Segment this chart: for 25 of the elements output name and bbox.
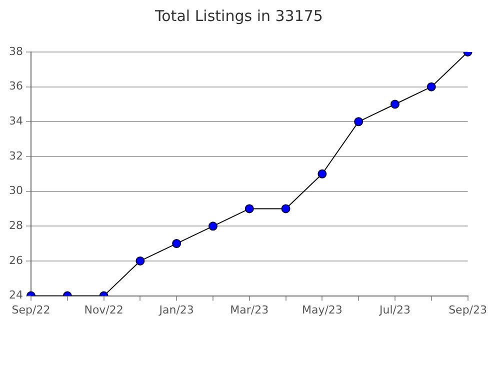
y-tick-label: 36 bbox=[8, 80, 23, 93]
y-tick-label: 38 bbox=[8, 44, 23, 58]
y-tick-label: 34 bbox=[8, 114, 23, 128]
point bbox=[390, 100, 400, 109]
x-tick-label: May/23 bbox=[302, 303, 342, 316]
x-tick-label: Mar/23 bbox=[230, 303, 269, 316]
chart-title: Total Listings in 33175 bbox=[154, 6, 323, 25]
x-tick-label: Nov/22 bbox=[84, 303, 124, 316]
x-tick-label: Jan/23 bbox=[158, 303, 194, 316]
x-tick-label: Sep/22 bbox=[12, 303, 50, 316]
point bbox=[426, 82, 436, 92]
point bbox=[136, 256, 145, 266]
y-tick-label: 24 bbox=[8, 288, 23, 302]
y-tick-label: 32 bbox=[8, 149, 23, 162]
point bbox=[172, 239, 182, 248]
point bbox=[244, 204, 254, 214]
x-tick-label: Jul/23 bbox=[378, 303, 410, 316]
point bbox=[354, 117, 364, 126]
point bbox=[208, 222, 218, 231]
x-tick-label: Sep/23 bbox=[448, 303, 487, 316]
y-tick-label: 26 bbox=[8, 254, 23, 267]
y-tick-label: 30 bbox=[8, 184, 23, 198]
point bbox=[281, 204, 290, 214]
point bbox=[318, 169, 327, 178]
y-tick-label: 28 bbox=[8, 219, 23, 232]
